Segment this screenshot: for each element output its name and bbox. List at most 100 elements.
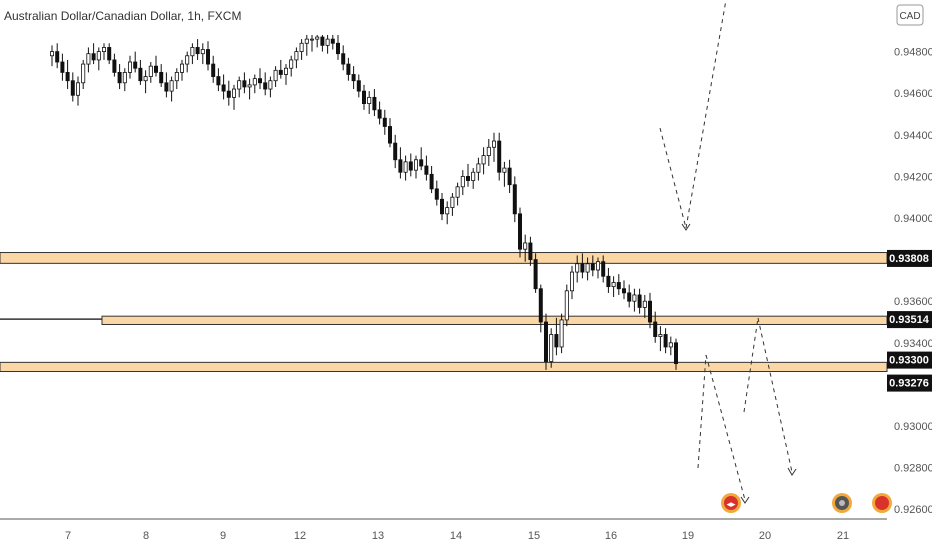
candle-body [143,76,148,82]
candle-body [674,342,679,364]
candle [648,292,653,329]
time-tick-label: 20 [759,530,771,542]
candle-body [96,51,101,61]
candle [377,101,382,125]
candle-body [169,80,174,92]
candle-body [309,38,314,41]
candle [252,74,257,94]
projection-line [705,354,746,501]
candle [299,39,304,60]
time-axis[interactable]: 7 8 9 12 13 14 15 16 19 20 21 [65,530,849,542]
candle [601,255,606,283]
event-flag-icon[interactable]: ◂▸ [721,493,741,513]
candle-body [382,117,387,127]
candle [81,59,86,90]
candle [403,155,408,181]
candle [674,338,679,370]
candle-body [502,167,507,173]
candle [122,68,127,92]
candle-body [518,213,523,250]
candle-body [580,263,585,273]
candle [179,59,184,81]
price-level-tag[interactable]: 0.93276 [887,374,932,392]
currency-badge[interactable]: CAD [896,4,924,26]
candle-body [76,82,81,96]
candle [642,294,647,318]
candle [174,68,179,90]
candle-body [91,53,96,61]
time-tick-label: 15 [528,530,540,542]
candle-body [481,155,486,165]
candle-body [491,140,496,148]
projection-line [757,317,793,473]
projection-line [685,0,727,229]
candle-body [632,294,637,302]
candle-body [304,38,309,44]
candle [408,153,413,177]
price-level-tag-label: 0.93808 [889,253,929,265]
price-level-tag[interactable]: 0.93808 [887,249,932,267]
price-level-tag-bg [887,351,932,369]
event-flag-icon[interactable] [872,493,892,513]
candle [387,118,392,148]
arrow-head-icon [787,467,797,476]
candle [346,57,351,81]
candle-body [429,173,434,190]
candle-body [200,49,205,55]
candle [544,313,549,370]
candle-body [190,47,195,57]
candle-body [107,47,112,61]
candle [96,47,101,71]
candle-body [127,61,132,73]
candle [200,43,205,65]
time-tick-label: 16 [605,530,617,542]
candle-body [335,42,340,55]
candle [231,84,236,110]
candle-body [231,88,236,98]
candle-body [164,82,169,92]
candle [185,51,190,73]
candle-body [86,53,91,65]
candle-body [372,96,377,111]
candle [55,43,60,69]
candle-body [237,80,242,90]
candle [190,43,195,65]
candle [195,39,200,60]
candle [445,201,450,225]
candle [606,267,611,293]
candle [320,34,325,52]
price-axis[interactable]: 0.94800 0.94600 0.94400 0.94200 0.94000 0.936… [887,47,932,517]
candle-body [179,63,184,73]
price-level-tag-label: 0.93276 [889,378,929,390]
event-flag-icon[interactable] [832,493,852,513]
candle-body [247,84,252,88]
candle [398,147,403,179]
price-tick-label: 0.94800 [894,47,932,59]
candle-body [596,261,601,271]
candle [60,53,65,81]
candle-body [413,159,418,171]
candle [361,84,366,110]
candle [637,288,642,314]
price-level-tag[interactable]: 0.93300 [887,351,932,369]
candle-body [320,36,325,46]
candle-body [273,69,278,82]
candle [283,64,288,85]
candle [211,55,216,83]
time-tick-label: 9 [220,530,226,542]
price-level-tag[interactable]: 0.93514 [887,311,932,329]
candle [497,132,502,181]
candle-body [55,51,60,63]
arrow-head-icon [740,496,750,504]
candle-body [393,142,398,161]
candle [611,276,616,298]
candle [632,288,637,312]
time-tick-label: 12 [294,530,306,542]
candle-body [642,300,647,308]
candle [559,313,564,354]
candle [351,66,356,90]
candle-body [424,165,429,175]
price-tick-label: 0.94200 [894,171,932,183]
candle-body [148,65,153,77]
